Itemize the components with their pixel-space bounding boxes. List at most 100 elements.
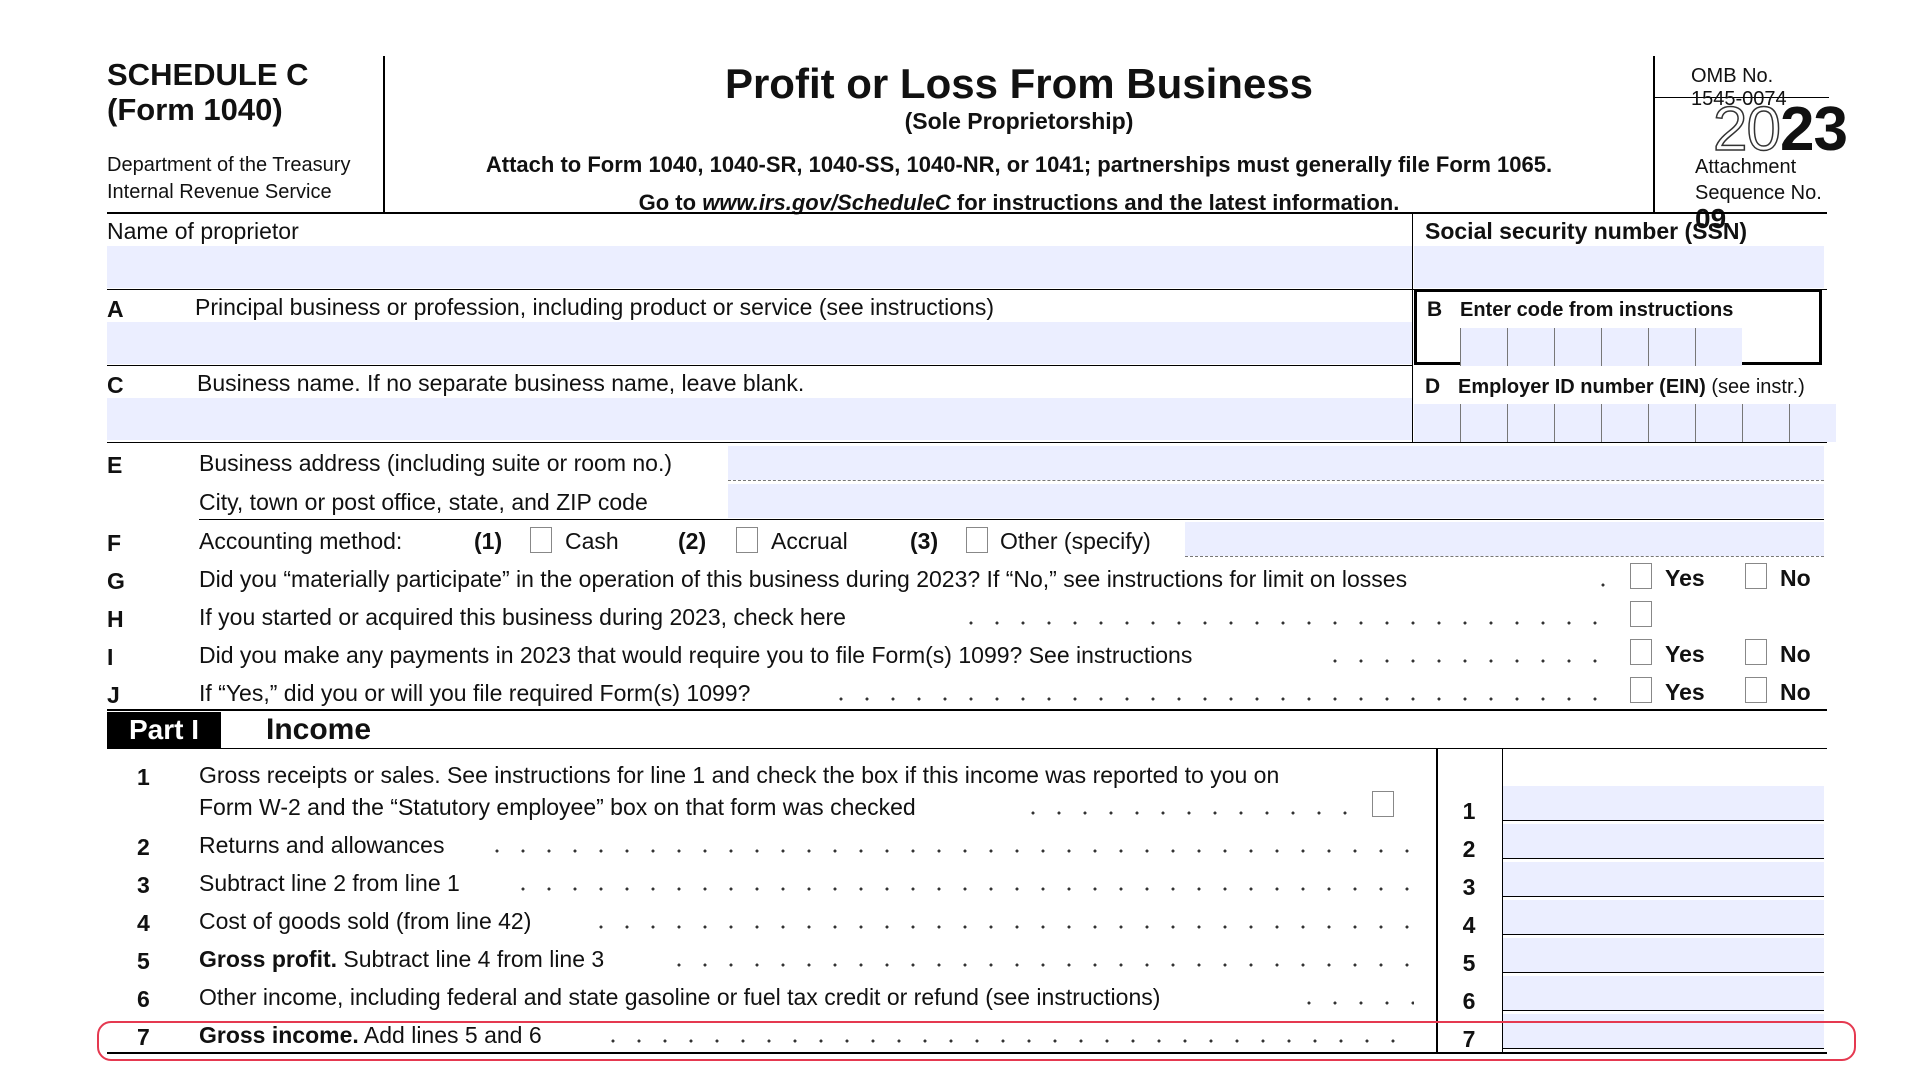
attachment-label: Attachment <box>1695 156 1797 178</box>
part-underline <box>107 748 1827 749</box>
line-2-box: 2 <box>1462 836 1476 862</box>
form-number: (Form 1040) <box>107 92 283 127</box>
tax-year: 2023 <box>1712 94 1848 165</box>
i-yes-label: Yes <box>1665 641 1705 667</box>
part-title: Income <box>266 713 372 746</box>
ssn-label: Social security number (SSN) <box>1425 218 1748 244</box>
form-title: Profit or Loss From Business <box>724 60 1314 107</box>
j-yes-checkbox[interactable] <box>1630 677 1652 703</box>
line-d-note: (see instr.) <box>1705 376 1805 398</box>
year-suffix: 23 <box>1779 95 1848 164</box>
irs: Internal Revenue Service <box>107 181 332 203</box>
code-digit[interactable] <box>1460 328 1507 366</box>
ein-digit[interactable] <box>1695 404 1742 442</box>
leader-dots <box>484 849 1414 853</box>
ein-digit[interactable] <box>1742 404 1789 442</box>
ssn-input[interactable] <box>1414 246 1824 288</box>
other-underline <box>1185 556 1824 557</box>
year-prefix: 20 <box>1712 94 1781 165</box>
g-yes-label: Yes <box>1665 565 1705 591</box>
line-5-amount[interactable] <box>1503 938 1824 973</box>
row-divider <box>107 289 1827 290</box>
header-divider <box>107 212 1827 214</box>
line-4-text: Cost of goods sold (from line 42) <box>199 908 532 934</box>
sequence-label: Sequence No. <box>1695 182 1822 204</box>
ein-input[interactable] <box>1414 404 1836 442</box>
other-checkbox[interactable] <box>966 527 988 553</box>
code-digit[interactable] <box>1695 328 1742 366</box>
leader-dots <box>1590 583 1616 587</box>
line-4-amount[interactable] <box>1503 900 1824 935</box>
code-digit[interactable] <box>1554 328 1601 366</box>
city-state-zip-input[interactable] <box>728 484 1824 518</box>
line-3-amount[interactable] <box>1503 862 1824 897</box>
ein-digit[interactable] <box>1414 404 1460 442</box>
ein-digit[interactable] <box>1648 404 1695 442</box>
j-no-label: No <box>1780 679 1811 705</box>
gross-income-highlight <box>97 1021 1856 1061</box>
name-input[interactable] <box>107 246 1412 288</box>
line-7-amount[interactable] <box>1503 1014 1824 1049</box>
business-address-input[interactable] <box>728 446 1824 480</box>
line-c-letter: C <box>107 372 124 398</box>
line-c-label: Business name. If no separate business n… <box>197 370 805 396</box>
part-badge: Part I <box>107 712 221 748</box>
other-method-input[interactable] <box>1185 522 1824 556</box>
accrual-checkbox[interactable] <box>736 527 758 553</box>
part-divider <box>107 709 1827 711</box>
ein-digit[interactable] <box>1460 404 1507 442</box>
line-6-box: 6 <box>1462 988 1476 1014</box>
line-f-letter: F <box>107 530 122 556</box>
g-yes-checkbox[interactable] <box>1630 563 1652 589</box>
sequence-row: Sequence No. 09 <box>1695 180 1829 235</box>
ein-digit[interactable] <box>1507 404 1554 442</box>
department: Department of the Treasury <box>107 154 351 176</box>
cash-checkbox[interactable] <box>530 527 552 553</box>
bottom-rule <box>107 1052 1827 1054</box>
ein-digit[interactable] <box>1789 404 1836 442</box>
line-h-letter: H <box>107 606 124 632</box>
omb-number: OMB No. 1545-0074 <box>1655 56 1829 110</box>
business-name-input[interactable] <box>107 398 1412 440</box>
line-1-box: 1 <box>1462 798 1476 824</box>
j-no-checkbox[interactable] <box>1745 677 1767 703</box>
line-e-city-label: City, town or post office, state, and ZI… <box>199 489 648 515</box>
leader-dots <box>666 963 1414 967</box>
leader-dots <box>510 887 1414 891</box>
form-title-block: Profit or Loss From Business (Sole Propr… <box>385 56 1653 215</box>
principal-business-input[interactable] <box>107 322 1412 364</box>
line-7-number: 7 <box>137 1024 150 1050</box>
attach-instructions: Attach to Form 1040, 1040-SR, 1040-SS, 1… <box>485 152 1553 177</box>
line-5-bold: Gross profit. <box>199 946 338 972</box>
ein-digit[interactable] <box>1554 404 1601 442</box>
line-2-text: Returns and allowances <box>199 832 445 858</box>
leader-dots <box>1296 1001 1414 1005</box>
name-label: Name of proprietor <box>107 218 299 244</box>
line-6-amount[interactable] <box>1503 976 1824 1011</box>
line-5-number: 5 <box>137 948 150 974</box>
statutory-employee-checkbox[interactable] <box>1372 791 1394 817</box>
i-no-checkbox[interactable] <box>1745 639 1767 665</box>
line-2-amount[interactable] <box>1503 824 1824 859</box>
g-no-checkbox[interactable] <box>1745 563 1767 589</box>
accrual-option-num: (2) <box>678 528 707 554</box>
line-7-text-group: Gross income. Add lines 5 and 6 <box>199 1022 542 1049</box>
code-digit[interactable] <box>1601 328 1648 366</box>
ein-digit[interactable] <box>1601 404 1648 442</box>
leader-dots <box>1322 659 1606 663</box>
irs-link[interactable]: www.irs.gov/ScheduleC <box>702 190 951 215</box>
line-7-text: Add lines 5 and 6 <box>358 1022 542 1048</box>
form-subtitle: (Sole Proprietorship) <box>904 108 1134 134</box>
business-code-input[interactable] <box>1460 328 1742 366</box>
line-1-number: 1 <box>137 764 150 790</box>
i-yes-checkbox[interactable] <box>1630 639 1652 665</box>
line-1-text: Gross receipts or sales. See instruction… <box>199 762 1280 788</box>
line-1-amount[interactable] <box>1503 786 1824 821</box>
right-column-divider <box>1412 212 1413 442</box>
code-digit[interactable] <box>1648 328 1695 366</box>
code-digit[interactable] <box>1507 328 1554 366</box>
h-started-checkbox[interactable] <box>1630 601 1652 627</box>
business-code-box: B Enter code from instructions <box>1414 289 1822 366</box>
line-7-box: 7 <box>1462 1026 1476 1052</box>
